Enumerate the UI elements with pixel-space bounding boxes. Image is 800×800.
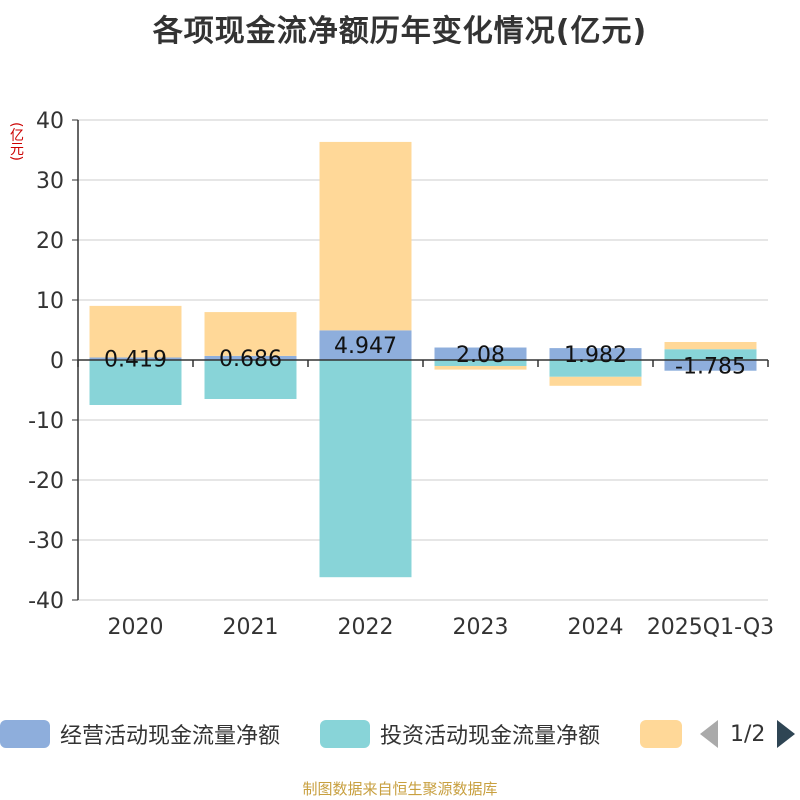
- bar-s1-2024: [549, 360, 642, 377]
- bar-s2-2023: [434, 366, 527, 370]
- legend-swatch-financing: [640, 720, 682, 748]
- y-tick-label-5: -10: [28, 409, 64, 434]
- y-tick-label-7: -30: [28, 529, 64, 554]
- data-label-2025Q1-Q3: -1.785: [675, 354, 746, 379]
- legend-page-indicator: 1/2: [730, 721, 766, 747]
- y-tick-labels: 40 30 20 10 0 -10 -20 -30 -40: [28, 109, 64, 614]
- y-tick-label-3: 10: [36, 289, 64, 314]
- data-label-2021: 0.686: [219, 347, 282, 372]
- legend-pager: 1/2: [700, 716, 796, 752]
- legend-item-investing[interactable]: 投资活动现金流量净额: [320, 716, 600, 752]
- y-tick-label-1: 30: [36, 169, 64, 194]
- data-source-note: 制图数据来自恒生聚源数据库: [302, 780, 498, 798]
- data-label-2023: 2.08: [456, 343, 505, 368]
- legend-item-financing[interactable]: [640, 716, 692, 752]
- bar-s0-2020: [89, 357, 182, 360]
- data-label-2022: 4.947: [334, 334, 397, 359]
- x-tick-label-2023: 2023: [453, 615, 509, 640]
- legend-label-operating: 经营活动现金流量净额: [60, 724, 281, 749]
- bar-s0-2025Q1-Q3: [664, 360, 757, 371]
- data-label-2020: 0.419: [104, 348, 167, 373]
- bar-s1-2025Q1-Q3: [664, 349, 757, 360]
- x-tick-label-2022: 2022: [338, 615, 394, 640]
- x-tick-label-2020: 2020: [108, 615, 164, 640]
- data-label-2024: 1.982: [564, 343, 627, 368]
- bar-s1-2022: [319, 360, 412, 578]
- bar-s0-2022: [319, 330, 412, 360]
- y-axis-unit: (亿元): [8, 122, 24, 161]
- y-tick-label-6: -20: [28, 469, 64, 494]
- y-tick-label-4: 0: [50, 349, 64, 374]
- legend-item-operating[interactable]: 经营活动现金流量净额: [0, 716, 280, 752]
- y-tick-label-2: 20: [36, 229, 64, 254]
- data-labels: 0.419 0.686 4.947 2.08 1.982 -1.785: [104, 334, 746, 379]
- x-tick-label-2025Q1-Q3: 2025Q1-Q3: [647, 615, 774, 640]
- bar-s2-2025Q1-Q3: [664, 342, 757, 350]
- legend-prev-page-icon[interactable]: [700, 720, 718, 748]
- x-tick-labels: 2020 2021 2022 2023 2024 2025Q1-Q3: [108, 615, 775, 640]
- bar-s2-2024: [549, 376, 642, 386]
- bar-s2-2022: [319, 141, 412, 331]
- x-tick-label-2021: 2021: [223, 615, 279, 640]
- chart-title: 各项现金流净额历年变化情况(亿元): [152, 14, 648, 49]
- y-tick-label-8: -40: [28, 589, 64, 614]
- legend-swatch-operating: [0, 720, 50, 748]
- legend-swatch-investing: [320, 720, 370, 748]
- bar-s1-2021: [204, 360, 297, 399]
- axes: [72, 119, 769, 601]
- y-tick-label-0: 40: [36, 109, 64, 134]
- bar-s0-2024: [549, 348, 642, 360]
- bar-s1-2020: [89, 360, 182, 405]
- bar-s0-2023: [434, 347, 527, 360]
- bar-series: [89, 141, 757, 578]
- legend-next-page-icon[interactable]: [777, 720, 796, 748]
- legend: 经营活动现金流量净额 投资活动现金流量净额 1/2: [0, 716, 800, 756]
- bar-s0-2021: [204, 355, 297, 360]
- bar-s2-2020: [89, 305, 182, 358]
- legend-label-investing: 投资活动现金流量净额: [380, 724, 601, 749]
- bar-s2-2021: [204, 312, 297, 356]
- x-tick-label-2024: 2024: [568, 615, 624, 640]
- grid-lines: [78, 119, 768, 601]
- bar-s1-2023: [434, 360, 527, 366]
